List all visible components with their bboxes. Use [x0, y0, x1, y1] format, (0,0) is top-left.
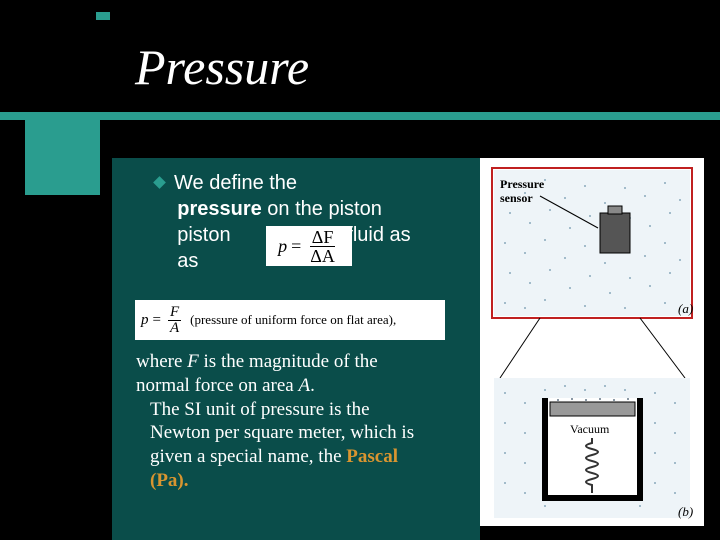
- eq2-note: (pressure of uniform force on flat area)…: [190, 312, 396, 328]
- body-line3: The SI unit of pressure is the: [150, 399, 370, 420]
- header-marker: [96, 12, 110, 20]
- eq2-lhs: p: [141, 312, 149, 329]
- body-line1a: where: [136, 351, 187, 372]
- body-line2a: normal force on area: [136, 375, 298, 396]
- equation-uniform: p = F A (pressure of uniform force on fl…: [135, 300, 445, 340]
- body-line1b: is the magnitude of the: [199, 351, 378, 372]
- body-line2b: .: [310, 375, 315, 396]
- eq-den: ΔA: [308, 247, 337, 265]
- vacuum-label: Vacuum: [570, 422, 610, 436]
- title-area: Pressure: [0, 38, 720, 96]
- slide-title: Pressure: [0, 38, 720, 96]
- pressure-figure: Pressure sensor (a) Vacuum (b): [480, 158, 704, 526]
- sensor-top: [608, 206, 622, 214]
- connector-right: [640, 318, 685, 378]
- bullet-icon: [153, 176, 166, 189]
- bullet-bold: pressure: [177, 198, 262, 220]
- bullet-mid: on the piston: [262, 198, 382, 220]
- body-pascal: Pascal: [346, 446, 398, 467]
- eq-equals: =: [291, 236, 301, 257]
- eq2-equals: =: [153, 312, 161, 329]
- equation-delta: p = ΔF ΔA: [266, 226, 352, 266]
- sensor-label: Pressure: [500, 177, 545, 191]
- eq2-fraction: F A: [168, 305, 181, 336]
- connector-left: [500, 318, 540, 378]
- sensor-body: [600, 213, 630, 253]
- sensor-label2: sensor: [500, 191, 533, 205]
- eq-num: ΔF: [310, 228, 336, 247]
- left-accent-square: [25, 120, 100, 195]
- panel-b-label: (b): [678, 504, 693, 519]
- body-F: F: [187, 351, 199, 372]
- eq-lhs: p: [278, 236, 287, 257]
- bullet-prefix: We define the: [174, 172, 297, 194]
- piston: [550, 402, 635, 416]
- eq-fraction: ΔF ΔA: [308, 228, 337, 265]
- body-line5a: given a special name, the: [150, 446, 346, 467]
- panel-a-label: (a): [678, 301, 693, 316]
- title-underline: [0, 112, 720, 120]
- figure-svg: Pressure sensor (a) Vacuum (b): [480, 158, 704, 526]
- body-pa: (Pa).: [150, 470, 189, 491]
- eq2-den: A: [168, 321, 181, 336]
- eq2-num: F: [168, 305, 181, 321]
- body-A: A: [298, 375, 310, 396]
- body-text: where F is the magnitude of the normal f…: [136, 350, 478, 493]
- body-line4: Newton per square meter, which is: [150, 422, 414, 443]
